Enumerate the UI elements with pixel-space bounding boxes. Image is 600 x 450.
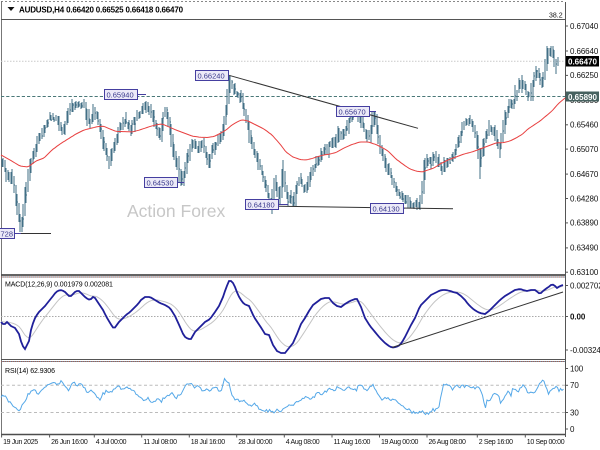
svg-text:0.67040: 0.67040 (570, 22, 599, 31)
svg-text:19 Jun 2025: 19 Jun 2025 (3, 439, 38, 446)
svg-text:0.66640: 0.66640 (570, 47, 599, 56)
svg-text:0.002702: 0.002702 (570, 281, 600, 290)
svg-text:18 Jul 16:00: 18 Jul 16:00 (191, 439, 225, 446)
svg-text:19 Aug 00:00: 19 Aug 00:00 (381, 439, 419, 446)
svg-text:30: 30 (570, 408, 579, 417)
svg-text:0.66250: 0.66250 (570, 71, 599, 80)
svg-text:38.2: 38.2 (549, 13, 563, 20)
svg-text:0.66470: 0.66470 (568, 57, 597, 66)
svg-text:0.65940: 0.65940 (107, 91, 134, 100)
svg-text:MACD(12,26,9) 0.001979 0.00208: MACD(12,26,9) 0.001979 0.002081 (5, 282, 113, 289)
svg-text:0.63728: 0.63728 (0, 230, 13, 239)
svg-text:0.64130: 0.64130 (373, 205, 400, 214)
svg-text:0.63100: 0.63100 (570, 268, 599, 277)
svg-text:2 Sep 16:00: 2 Sep 16:00 (479, 439, 513, 446)
svg-text:100: 100 (570, 364, 584, 373)
svg-text:0.00: 0.00 (570, 312, 586, 321)
svg-text:10 Sep 00:00: 10 Sep 00:00 (527, 439, 565, 446)
svg-text:0.63490: 0.63490 (570, 244, 599, 253)
svg-text:0.63890: 0.63890 (570, 219, 599, 228)
svg-text:0.64670: 0.64670 (570, 170, 599, 179)
svg-text:0.65670: 0.65670 (339, 108, 366, 117)
svg-text:AUDUSD,H4 0.66420 0.66525 0.6: AUDUSD,H4 0.66420 0.66525 0.66418 0.6647… (19, 6, 184, 15)
svg-text:26 Aug 08:00: 26 Aug 08:00 (429, 439, 467, 446)
svg-text:0.64280: 0.64280 (570, 194, 599, 203)
svg-text:RSI(14) 62.9306: RSI(14) 62.9306 (5, 368, 55, 375)
svg-text:4 Aug 08:00: 4 Aug 08:00 (286, 439, 320, 446)
svg-text:70: 70 (570, 381, 579, 390)
svg-text:0.64530: 0.64530 (147, 179, 174, 188)
svg-text:11 Aug 16:00: 11 Aug 16:00 (334, 439, 371, 446)
svg-text:11 Jul 08:00: 11 Jul 08:00 (143, 439, 177, 446)
svg-text:4 Jul 00:00: 4 Jul 00:00 (96, 439, 127, 446)
svg-text:0.65890: 0.65890 (568, 93, 597, 102)
svg-text:26 Jun 16:00: 26 Jun 16:00 (51, 439, 88, 446)
svg-text:0: 0 (570, 425, 575, 434)
svg-text:-0.003241: -0.003241 (570, 346, 600, 355)
svg-text:28 Jul 00:00: 28 Jul 00:00 (238, 439, 272, 446)
svg-text:0.66240: 0.66240 (198, 72, 225, 81)
svg-text:0.65070: 0.65070 (570, 145, 599, 154)
svg-text:0.64180: 0.64180 (248, 201, 275, 210)
svg-text:0.65460: 0.65460 (570, 121, 599, 130)
svg-text:Action Forex: Action Forex (127, 201, 225, 221)
